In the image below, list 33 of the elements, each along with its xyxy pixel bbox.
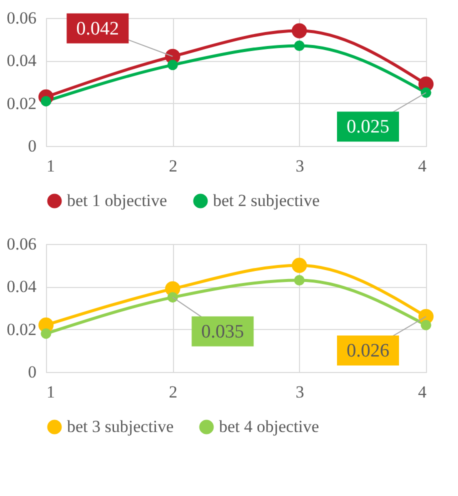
point (294, 275, 305, 286)
y-tick-label: 0.06 (6, 234, 36, 254)
legend-label: bet 1 objective (67, 190, 168, 210)
point (420, 320, 432, 330)
point (167, 60, 178, 70)
point (294, 40, 305, 51)
y-tick-label: 0.02 (6, 320, 36, 339)
data-label: 0.035 (201, 321, 244, 342)
point (292, 23, 307, 38)
y-tick-label: 0 (28, 136, 36, 156)
x-tick-label: 2 (168, 156, 178, 176)
data-label: 0.042 (76, 18, 120, 40)
legend-label: bet 4 objective (219, 416, 320, 436)
point (167, 292, 178, 303)
y-tick-label: 0.06 (6, 8, 36, 28)
data-label: 0.025 (346, 116, 390, 138)
x-tick-label: 1 (46, 156, 55, 176)
y-tick-label: 0.04 (6, 277, 37, 296)
point (292, 258, 307, 273)
x-tick-label: 3 (296, 156, 304, 176)
x-tick-label: 2 (168, 382, 178, 402)
x-tick-label: 3 (296, 382, 304, 402)
x-tick-label: 4 (418, 382, 427, 402)
legend-label: bet 2 subjective (213, 190, 320, 210)
y-tick-label: 0 (28, 362, 36, 382)
legend-label: bet 3 subjective (67, 416, 174, 436)
point (40, 328, 52, 339)
x-tick-label: 1 (46, 382, 55, 402)
point (420, 87, 432, 98)
y-tick-label: 0.04 (6, 51, 37, 70)
x-tick-label: 4 (418, 156, 427, 176)
y-tick-label: 0.02 (6, 94, 36, 113)
data-label: 0.026 (346, 340, 390, 362)
